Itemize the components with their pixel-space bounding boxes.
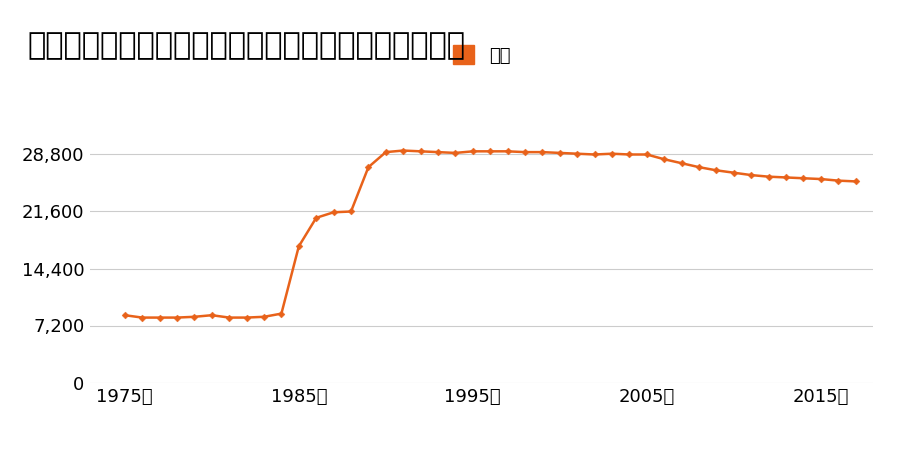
Legend: 価格: 価格: [453, 45, 510, 65]
Text: 宮崎県延岡市桜ケ丘２丁目６３４番１０４の地価推移: 宮崎県延岡市桜ケ丘２丁目６３４番１０４の地価推移: [27, 32, 465, 60]
